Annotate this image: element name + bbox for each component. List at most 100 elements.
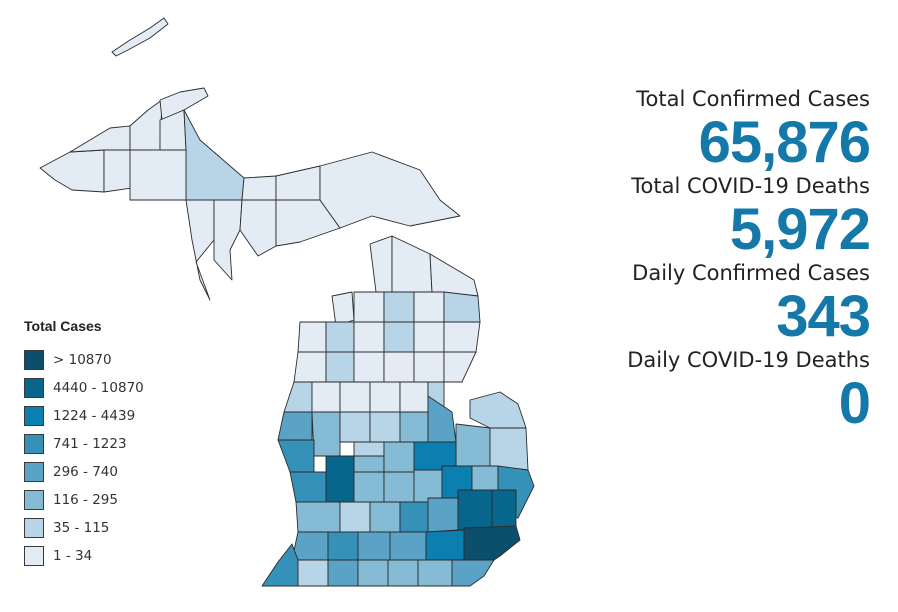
county-genesee-north[interactable] xyxy=(383,441,415,473)
county-allegan[interactable] xyxy=(295,501,341,533)
county-alger[interactable] xyxy=(241,175,277,201)
county-manistee[interactable] xyxy=(293,351,327,383)
county-tuscola[interactable] xyxy=(455,423,491,467)
county-st-joseph[interactable] xyxy=(327,559,359,587)
county-huron[interactable] xyxy=(469,391,527,429)
county-wexford[interactable] xyxy=(325,351,355,383)
county-gogebic[interactable] xyxy=(39,149,105,193)
county-iosco[interactable] xyxy=(443,351,477,383)
county-grand-traverse[interactable] xyxy=(325,321,355,353)
county-muskegon[interactable] xyxy=(277,439,315,473)
county-calhoun[interactable] xyxy=(357,531,391,561)
county-jackson[interactable] xyxy=(389,531,427,561)
county-ingham[interactable] xyxy=(399,501,429,533)
legend-item: 1224 - 4439 xyxy=(24,402,144,430)
legend-swatch xyxy=(24,406,44,426)
county-antrim[interactable] xyxy=(353,291,385,323)
legend-label: 1224 - 4439 xyxy=(53,408,136,424)
county-luce[interactable] xyxy=(275,165,321,201)
county-delta[interactable] xyxy=(213,199,243,281)
county-sanilac[interactable] xyxy=(489,427,529,471)
legend-label: > 10870 xyxy=(53,352,112,368)
stat-label: Total COVID-19 Deaths xyxy=(631,174,870,198)
county-dickinson[interactable] xyxy=(129,149,187,201)
county-benzie[interactable] xyxy=(297,321,327,353)
county-macomb[interactable] xyxy=(491,489,517,529)
county-ottawa[interactable] xyxy=(289,471,327,503)
legend-label: 4440 - 10870 xyxy=(53,380,144,396)
county-emmet[interactable] xyxy=(369,235,393,293)
legend-swatch xyxy=(24,462,44,482)
county-clare[interactable] xyxy=(369,381,401,413)
stat-daily-deaths: Daily COVID-19 Deaths 0 xyxy=(570,347,871,436)
county-otsego[interactable] xyxy=(383,291,415,323)
county-isle-royale[interactable] xyxy=(111,17,169,57)
legend-item: 1 - 34 xyxy=(24,542,144,570)
county-mason[interactable] xyxy=(283,381,313,413)
county-mecosta[interactable] xyxy=(339,411,371,443)
county-alcona[interactable] xyxy=(443,321,481,353)
county-montmorency[interactable] xyxy=(413,291,445,323)
county-ionia[interactable] xyxy=(353,471,385,503)
county-lenawee[interactable] xyxy=(417,559,453,587)
county-barry[interactable] xyxy=(339,501,371,533)
county-alpena[interactable] xyxy=(443,291,481,323)
county-washtenaw[interactable] xyxy=(425,529,465,561)
county-chippewa[interactable] xyxy=(319,151,461,229)
county-lapeer[interactable] xyxy=(471,465,499,491)
county-newaygo[interactable] xyxy=(311,411,341,457)
county-montcalm[interactable] xyxy=(353,455,385,473)
legend-swatch xyxy=(24,490,44,510)
county-ogemaw[interactable] xyxy=(413,351,445,383)
county-cheboygan[interactable] xyxy=(391,235,433,293)
county-monroe[interactable] xyxy=(451,559,495,587)
stat-daily-confirmed-cases: Daily Confirmed Cases 343 xyxy=(570,260,871,346)
county-oceana[interactable] xyxy=(277,411,313,441)
county-kalamazoo[interactable] xyxy=(327,531,359,561)
stat-total-confirmed-cases: Total Confirmed Cases 65,876 xyxy=(570,86,871,175)
legend-swatch xyxy=(24,518,44,538)
county-shiawassee[interactable] xyxy=(413,469,443,503)
county-clinton[interactable] xyxy=(383,471,415,503)
county-kalkaska[interactable] xyxy=(353,321,385,353)
county-ontonagon[interactable] xyxy=(69,125,131,153)
county-houghton[interactable] xyxy=(129,99,163,151)
county-mackinac[interactable] xyxy=(275,199,341,247)
county-lake[interactable] xyxy=(311,381,341,413)
stat-label: Daily COVID-19 Deaths xyxy=(627,348,870,372)
county-berrien[interactable] xyxy=(261,543,299,587)
county-cass[interactable] xyxy=(297,559,329,587)
county-gratiot[interactable] xyxy=(353,441,385,457)
county-oscoda[interactable] xyxy=(413,321,445,353)
stat-value: 65,876 xyxy=(698,110,871,175)
county-osceola[interactable] xyxy=(339,381,371,413)
stats-panel: Total Confirmed Cases 65,876 Total COVID… xyxy=(570,86,871,436)
county-menominee[interactable] xyxy=(185,199,215,301)
michigan-county-map xyxy=(39,17,535,587)
county-crawford[interactable] xyxy=(383,321,415,353)
legend-label: 1 - 34 xyxy=(53,548,93,564)
county-wayne[interactable] xyxy=(463,525,521,561)
legend-label: 296 - 740 xyxy=(53,464,118,480)
county-presque-isle[interactable] xyxy=(429,253,479,297)
county-oakland[interactable] xyxy=(457,489,493,531)
legend-item: 35 - 115 xyxy=(24,514,144,542)
county-midland[interactable] xyxy=(399,411,429,443)
county-schoolcraft[interactable] xyxy=(239,199,277,257)
stat-total-deaths: Total COVID-19 Deaths 5,972 xyxy=(570,173,871,259)
legend-item: 296 - 740 xyxy=(24,458,144,486)
county-hillsdale[interactable] xyxy=(387,559,419,587)
county-marquette[interactable] xyxy=(183,109,245,201)
county-van-buren[interactable] xyxy=(291,531,329,561)
county-kent[interactable] xyxy=(325,455,355,503)
county-roscommon[interactable] xyxy=(383,351,415,383)
county-leelanau[interactable] xyxy=(331,291,355,327)
county-eaton[interactable] xyxy=(369,501,401,533)
county-livingston[interactable] xyxy=(427,497,459,533)
county-missaukee[interactable] xyxy=(353,351,385,383)
county-isabella[interactable] xyxy=(369,411,401,443)
stat-value: 0 xyxy=(838,371,871,436)
county-branch[interactable] xyxy=(357,559,389,587)
county-gladwin[interactable] xyxy=(399,381,429,413)
legend-swatch xyxy=(24,350,44,370)
